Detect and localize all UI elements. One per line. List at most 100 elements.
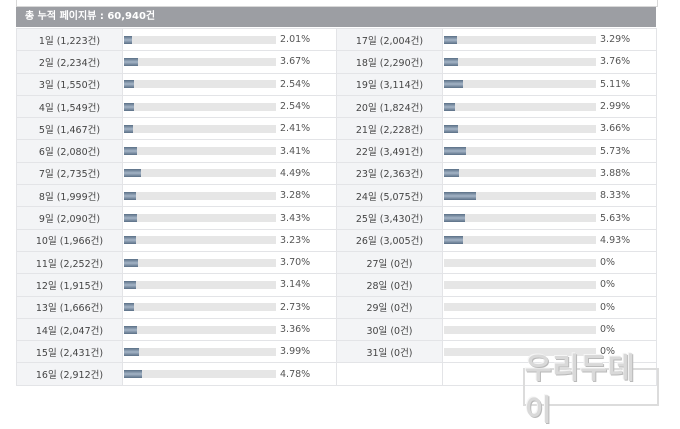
day-percent: 5.11% — [600, 78, 631, 90]
progress-track — [444, 147, 596, 156]
progress-track — [444, 169, 596, 178]
day-label: 11일 (2,252건) — [16, 250, 123, 275]
progress-fill — [124, 347, 139, 356]
table-row: 5일 (1,467건) 2.41% 21일 (2,228건) 3.66% — [16, 117, 657, 141]
progress-fill — [124, 280, 136, 289]
day-bar-cell: 0% — [442, 250, 657, 275]
day-bar-cell: 3.66% — [442, 117, 657, 141]
day-bar-cell: 2.41% — [122, 117, 337, 141]
progress-track — [124, 325, 276, 334]
day-percent: 0% — [600, 301, 616, 313]
table-row: 3일 (1,550건) 2.54% 19일 (3,114건) 5.11% — [16, 72, 657, 96]
day-percent: 5.63% — [600, 212, 631, 224]
day-bar-cell: 3.14% — [122, 273, 337, 297]
day-label: 20일 (1,824건) — [336, 94, 443, 119]
progress-track — [444, 214, 596, 223]
table-row: 1일 (1,223건) 2.01% 17일 (2,004건) 3.29% — [16, 27, 657, 52]
progress-fill — [124, 258, 138, 267]
progress-track — [444, 303, 596, 312]
progress-fill — [444, 191, 476, 200]
day-percent: 3.28% — [280, 190, 311, 202]
progress-fill — [444, 102, 455, 111]
day-percent: 3.43% — [280, 212, 311, 224]
day-bar-cell: 0% — [442, 317, 657, 342]
progress-fill — [124, 169, 141, 178]
day-percent: 3.41% — [280, 145, 311, 157]
day-bar-cell: 5.63% — [442, 206, 657, 230]
progress-fill — [124, 236, 136, 245]
day-label: 2일 (2,234건) — [16, 50, 123, 74]
progress-track — [124, 169, 276, 178]
day-percent: 5.73% — [600, 145, 631, 157]
day-percent: 4.93% — [600, 234, 631, 246]
day-bar-cell: 4.49% — [122, 161, 337, 186]
table-row: 11일 (2,252건) 3.70% 27일 (0건) 0% — [16, 250, 657, 275]
day-percent: 2.01% — [280, 34, 311, 46]
day-label: 28일 (0건) — [336, 273, 443, 297]
day-label: 14일 (2,047건) — [16, 317, 123, 342]
day-percent: 3.76% — [600, 56, 631, 68]
progress-fill — [124, 325, 137, 334]
day-label: 10일 (1,966건) — [16, 228, 123, 252]
top-strip — [16, 0, 658, 7]
day-label: 9일 (2,090건) — [16, 206, 123, 230]
day-percent: 4.78% — [280, 368, 311, 380]
day-percent: 3.67% — [280, 56, 311, 68]
table-row: 12일 (1,915건) 3.14% 28일 (0건) 0% — [16, 273, 657, 297]
progress-fill — [444, 236, 463, 245]
daily-stats-table: 1일 (1,223건) 2.01% 17일 (2,004건) 3.29% 2일 (2,2… — [16, 27, 657, 386]
day-percent: 3.36% — [280, 324, 311, 335]
progress-track — [444, 35, 596, 44]
day-bar-cell: 5.11% — [442, 72, 657, 96]
progress-fill — [444, 147, 466, 156]
day-percent: 2.54% — [280, 78, 311, 90]
day-bar-cell: 2.54% — [122, 94, 337, 119]
progress-fill — [444, 169, 459, 178]
progress-fill — [124, 102, 134, 111]
progress-track — [124, 147, 276, 156]
progress-fill — [444, 35, 457, 44]
day-label: 24일 (5,075건) — [336, 184, 443, 208]
day-label: 26일 (3,005건) — [336, 228, 443, 252]
day-bar-cell: 3.70% — [122, 250, 337, 275]
progress-track — [124, 214, 276, 223]
day-bar-cell: 8.33% — [442, 184, 657, 208]
table-row: 10일 (1,966건) 3.23% 26일 (3,005건) 4.93% — [16, 228, 657, 252]
day-bar-cell: 3.99% — [122, 340, 337, 364]
progress-fill — [124, 303, 134, 312]
day-label: 15일 (2,431건) — [16, 340, 123, 364]
day-bar-cell: 5.73% — [442, 139, 657, 163]
day-bar-cell: 2.73% — [122, 295, 337, 319]
day-bar-cell: 3.41% — [122, 139, 337, 163]
day-label: 18일 (2,290건) — [336, 50, 443, 74]
day-label: 1일 (1,223건) — [16, 27, 123, 52]
progress-track — [124, 280, 276, 289]
day-percent: 3.99% — [280, 346, 311, 358]
day-label: 12일 (1,915건) — [16, 273, 123, 297]
day-bar-cell: 3.28% — [122, 184, 337, 208]
progress-fill — [124, 57, 138, 66]
day-label: 3일 (1,550건) — [16, 72, 123, 96]
table-row: 8일 (1,999건) 3.28% 24일 (5,075건) 8.33% — [16, 184, 657, 208]
progress-track — [124, 347, 276, 356]
progress-track — [444, 258, 596, 267]
progress-track — [444, 80, 596, 89]
day-percent: 3.29% — [600, 34, 631, 46]
day-bar-cell: 0% — [442, 273, 657, 297]
empty-cell — [336, 362, 443, 386]
day-label: 13일 (1,666건) — [16, 295, 123, 319]
progress-track — [124, 124, 276, 133]
progress-fill — [444, 124, 458, 133]
progress-fill — [124, 80, 134, 89]
day-bar-cell: 0% — [442, 295, 657, 319]
table-row: 6일 (2,080건) 3.41% 22일 (3,491건) 5.73% — [16, 139, 657, 163]
total-pageviews-header: 총 누적 페이지뷰 : 60,940건 — [16, 7, 656, 27]
day-label: 4일 (1,549건) — [16, 94, 123, 119]
day-label: 29일 (0건) — [336, 295, 443, 319]
day-percent: 8.33% — [600, 190, 631, 202]
table-row: 15일 (2,431건) 3.99% 31일 (0건) 0% — [16, 340, 657, 364]
progress-fill — [124, 124, 133, 133]
progress-track — [444, 102, 596, 111]
day-bar-cell: 3.88% — [442, 161, 657, 186]
table-row: 13일 (1,666건) 2.73% 29일 (0건) 0% — [16, 295, 657, 319]
